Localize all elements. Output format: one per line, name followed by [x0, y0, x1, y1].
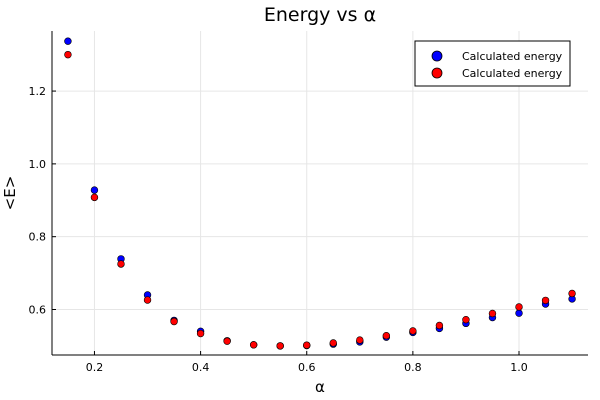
red-data-point: [541, 296, 550, 305]
red-data-point: [196, 329, 205, 338]
grid: [52, 31, 588, 355]
red-data-point: [170, 317, 178, 326]
data-points: [64, 37, 576, 350]
legend-marker-red: [431, 67, 443, 79]
red-data-point: [329, 339, 337, 347]
chart-title: Energy vs α: [264, 4, 376, 26]
red-data-point: [568, 289, 576, 298]
red-data-point: [143, 296, 152, 304]
red-data-point: [249, 341, 258, 349]
y-tick-label: 1.2: [29, 85, 47, 98]
red-data-point: [435, 321, 444, 330]
y-tick-label: 0.6: [29, 303, 47, 316]
x-ticks: 0.2 0.4 0.6 0.8 1.0: [86, 351, 528, 374]
y-axis-label: <E>: [1, 176, 19, 211]
legend: Calculated energy Calculated energy: [414, 40, 571, 87]
legend-label-blue: Calculated energy: [462, 50, 563, 63]
red-data-point: [223, 337, 231, 345]
x-tick-label: 0.8: [404, 361, 422, 374]
y-tick-label: 1.0: [29, 158, 47, 171]
x-tick-label: 0.6: [298, 361, 316, 374]
blue-data-point: [90, 186, 99, 194]
red-data-point: [303, 341, 311, 349]
axes: [51, 31, 588, 356]
red-data-point: [515, 303, 523, 311]
legend-label-red: Calculated energy: [462, 67, 563, 80]
blue-data-point: [515, 309, 523, 317]
blue-data-point: [64, 37, 72, 45]
y-ticks: 0.6 0.8 1.0 1.2: [29, 85, 56, 316]
y-tick-label: 0.8: [29, 231, 47, 244]
red-data-point: [64, 50, 72, 59]
red-data-point: [462, 315, 470, 324]
red-data-point: [488, 309, 497, 318]
x-axis-label: α: [315, 378, 325, 396]
x-tick-label: 1.0: [510, 361, 528, 374]
red-data-point: [382, 332, 391, 340]
x-tick-label: 0.4: [192, 361, 210, 374]
red-data-point: [356, 336, 364, 344]
red-data-point: [90, 193, 99, 202]
red-data-point: [409, 327, 417, 335]
legend-box: [414, 40, 571, 87]
x-tick-label: 0.2: [86, 361, 104, 374]
red-data-point: [276, 342, 284, 350]
red-data-point: [117, 260, 125, 268]
legend-marker-blue: [431, 50, 443, 62]
